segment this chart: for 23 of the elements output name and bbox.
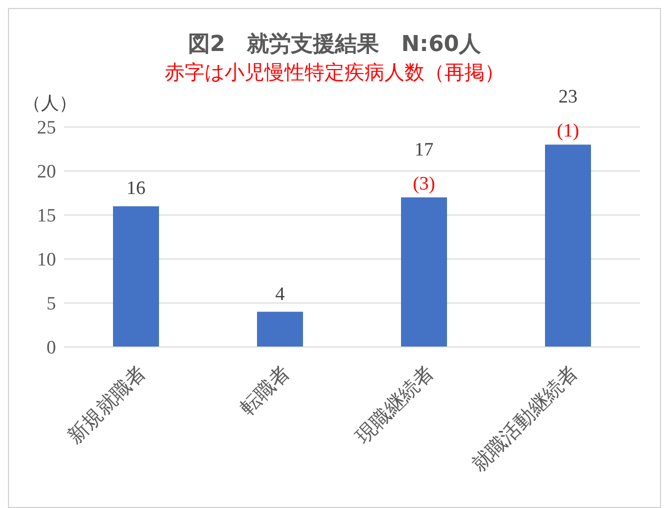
y-tick-label: 15 bbox=[37, 206, 56, 227]
x-tick-label: 現職継続者 bbox=[350, 360, 438, 448]
y-tick-label: 10 bbox=[37, 250, 56, 271]
y-axis-title: （人） bbox=[23, 92, 77, 115]
annotation: (1) bbox=[556, 120, 580, 142]
chart-subtitle: 赤字は小児慢性特定疾病人数（再掲） bbox=[164, 59, 506, 86]
x-tick-label: 転職者 bbox=[234, 360, 294, 420]
y-tick-label: 25 bbox=[37, 118, 56, 139]
x-tick-label: 就職活動継続者 bbox=[466, 360, 582, 476]
y-tick-label: 0 bbox=[46, 338, 56, 359]
bar bbox=[257, 312, 303, 347]
data-label: 4 bbox=[275, 284, 286, 305]
annotation: (3) bbox=[412, 173, 436, 194]
x-tick-label: 新規就職者 bbox=[62, 360, 150, 448]
data-label: 23 bbox=[558, 86, 578, 108]
bar bbox=[545, 144, 591, 347]
y-tick-label: 5 bbox=[46, 294, 56, 315]
chart-title: 図2 就労支援結果 N:60人 bbox=[186, 31, 482, 59]
bar bbox=[401, 197, 447, 347]
bar bbox=[113, 206, 159, 347]
data-label: 17 bbox=[414, 139, 434, 160]
y-tick-label: 20 bbox=[37, 162, 56, 183]
data-label: 16 bbox=[126, 178, 146, 200]
